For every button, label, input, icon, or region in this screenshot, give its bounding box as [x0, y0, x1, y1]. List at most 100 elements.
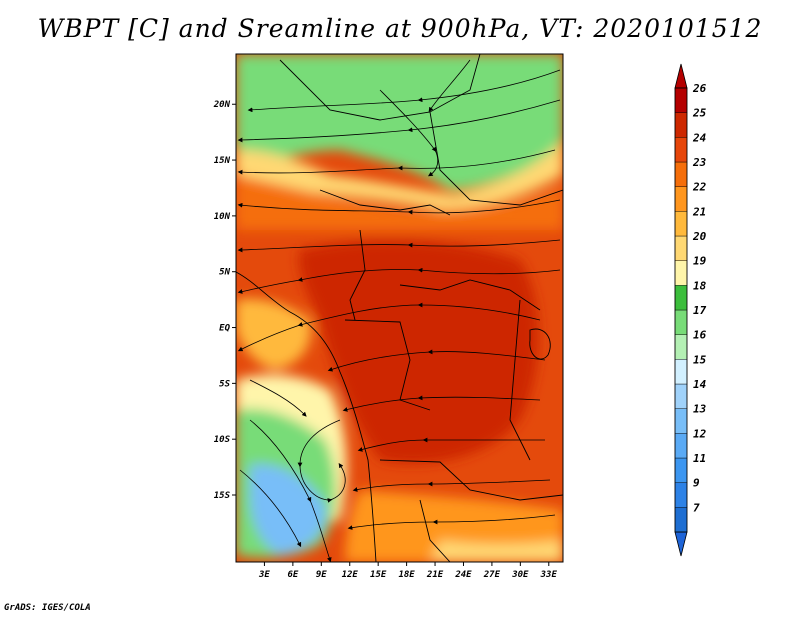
streamlines — [237, 59, 561, 562]
colorbar-label: 23 — [692, 156, 707, 169]
lat-tick-label: 20N — [213, 100, 231, 110]
lon-tick-label: 27E — [483, 570, 501, 580]
colorbar-label: 26 — [692, 82, 707, 95]
lon-tick-label: 15E — [370, 570, 387, 580]
colorbar-label: 15 — [693, 353, 707, 366]
colorbar-swatch — [674, 482, 688, 508]
colorbar-label: 13 — [693, 403, 707, 416]
lon-tick-label: 12E — [342, 570, 359, 580]
streamline — [237, 149, 556, 175]
country-borders — [236, 54, 563, 562]
latitude-axis: 20N 15N 10N 5N EQ 5S 10S 15S — [213, 100, 236, 501]
lon-tick-label: 18E — [398, 570, 415, 580]
streamline — [428, 59, 471, 112]
streamline — [237, 267, 561, 294]
colorbar-swatch — [674, 334, 688, 360]
lat-tick-label: 10N — [214, 212, 231, 222]
map-frame — [235, 53, 564, 563]
colorbar-high-extend — [674, 63, 688, 89]
colorbar-label: 11 — [693, 452, 706, 465]
colorbar-label: 24 — [692, 131, 707, 144]
colorbar-low-extend — [674, 531, 688, 557]
coastline — [236, 271, 377, 562]
longitude-axis: 3E 6E 9E 12E 15E 18E 21E 24E 27E 30E 33E — [258, 562, 557, 580]
lat-tick-label: 15N — [214, 156, 231, 166]
colorbar-swatch — [674, 507, 688, 533]
streamline — [297, 419, 346, 503]
colorbar-swatch — [674, 211, 688, 237]
country-border — [509, 299, 531, 461]
streamline — [237, 239, 561, 253]
colorbar-swatch — [674, 137, 688, 163]
colorbar-swatch — [674, 359, 688, 385]
colorbar-label: 18 — [693, 279, 707, 292]
colorbar-swatch — [674, 235, 688, 261]
country-border — [344, 319, 431, 411]
colorbar-label: 14 — [693, 378, 707, 391]
country-border — [349, 229, 366, 321]
colorbar-swatch — [674, 260, 688, 286]
lat-tick-label: 5S — [219, 379, 230, 389]
colorbar-swatch — [674, 457, 688, 483]
lon-tick-label: 6E — [287, 570, 298, 580]
wbpt-field-green-north — [236, 54, 563, 190]
streamline — [237, 99, 561, 143]
colorbar-label: 19 — [693, 255, 707, 268]
colorbar: 7 9 11 12 13 14 15 16 17 18 19 20 21 22 23 24 25 26 — [674, 63, 707, 557]
lat-tick-label: 10S — [214, 435, 231, 445]
colorbar-label: 21 — [692, 205, 706, 218]
colorbar-label: 25 — [692, 107, 707, 120]
streamline — [327, 349, 546, 372]
lon-tick-label: 24E — [454, 570, 472, 580]
colorbar-label: 9 — [693, 477, 700, 490]
streamline — [379, 89, 439, 177]
streamline — [342, 395, 541, 412]
colorbar-swatch — [674, 87, 688, 113]
colorbar-label: 17 — [693, 304, 707, 317]
wbpt-field-yellow-south — [430, 540, 563, 562]
country-border — [399, 279, 541, 311]
lon-tick-label: 9E — [316, 570, 327, 580]
colorbar-label: 16 — [693, 329, 707, 342]
streamline — [347, 514, 556, 530]
lake-outline — [529, 328, 551, 360]
colorbar-swatch — [674, 383, 688, 409]
colorbar-swatch — [674, 112, 688, 138]
wbpt-field-orange-band — [236, 175, 563, 230]
country-border — [419, 499, 451, 562]
colorbar-outline — [674, 87, 688, 533]
lon-tick-label: 21E — [426, 570, 444, 580]
streamline — [249, 419, 332, 562]
lat-tick-label: 15S — [214, 491, 231, 501]
lon-tick-label: 3E — [258, 570, 270, 580]
lat-tick-label: EQ — [219, 324, 230, 334]
grads-credit: GrADS: IGES/COLA — [4, 603, 91, 613]
streamline — [237, 302, 541, 352]
map-title: WBPT [C] and Sreamline at 900hPa, VT: 20… — [37, 14, 763, 43]
colorbar-swatch — [674, 309, 688, 335]
colorbar-label: 22 — [692, 181, 707, 194]
lat-tick-label: 5N — [219, 268, 230, 278]
colorbar-label: 12 — [693, 427, 707, 440]
streamline — [352, 479, 551, 492]
streamline — [237, 199, 561, 215]
colorbar-swatch — [674, 186, 688, 212]
map-panel — [236, 54, 563, 562]
country-border — [319, 189, 451, 216]
colorbar-label: 20 — [692, 230, 707, 243]
lon-tick-label: 33E — [540, 570, 558, 580]
country-border — [429, 111, 563, 206]
wbpt-field-yellow-north — [236, 140, 563, 210]
colorbar-swatch — [674, 433, 688, 459]
country-border — [379, 459, 563, 501]
lon-tick-label: 30E — [511, 570, 529, 580]
streamline — [249, 379, 307, 417]
colorbar-swatch — [674, 161, 688, 187]
streamline — [239, 469, 302, 548]
country-border — [279, 54, 481, 121]
colorbar-swatch — [674, 285, 688, 311]
streamline — [247, 69, 561, 113]
colorbar-swatch — [674, 408, 688, 434]
colorbar-label: 7 — [693, 501, 700, 514]
